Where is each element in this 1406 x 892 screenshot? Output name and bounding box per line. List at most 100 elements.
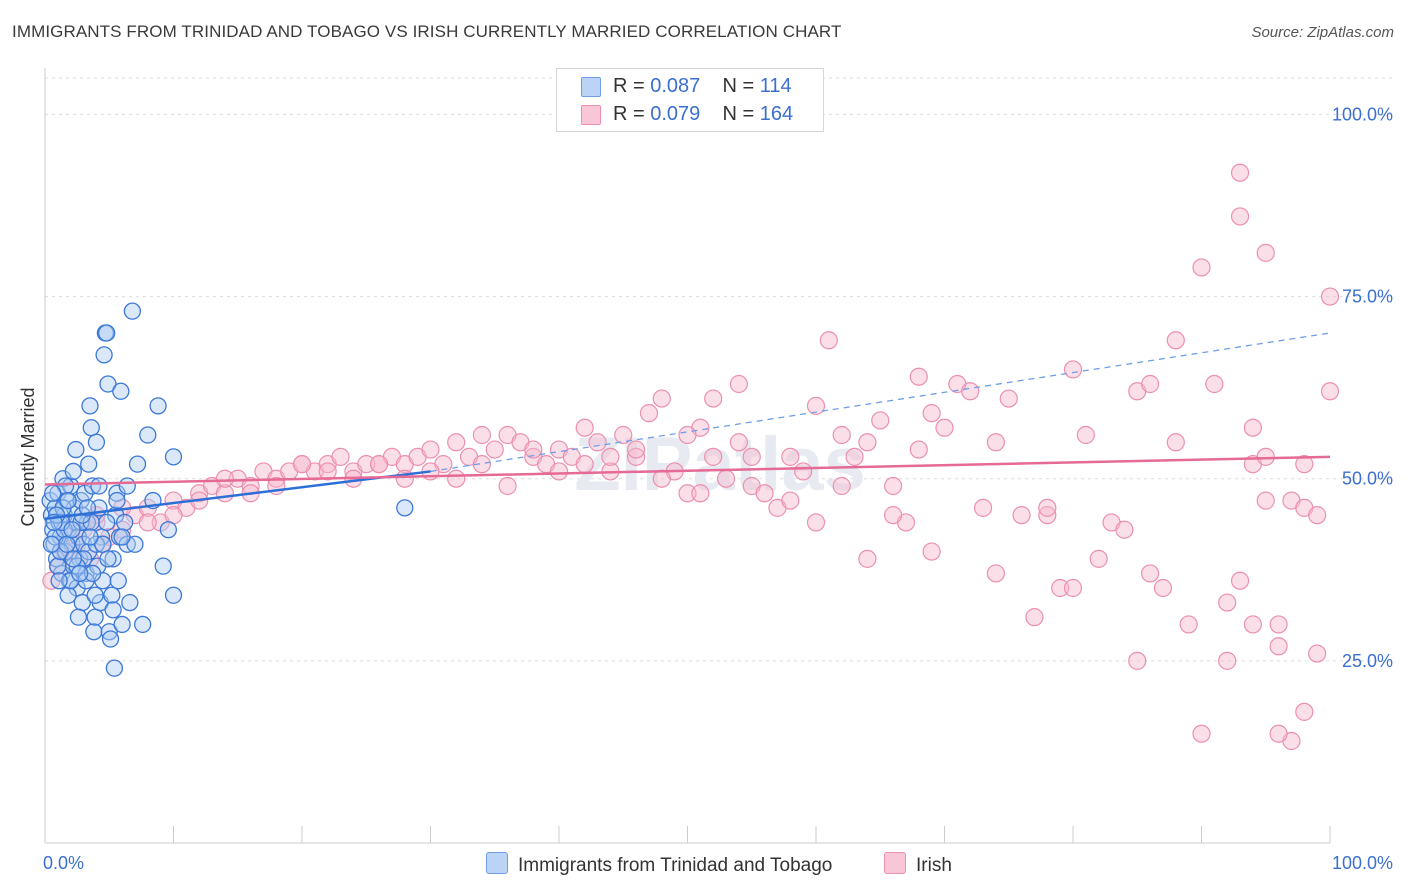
legend-pink-n-value: 164 xyxy=(759,103,794,125)
legend-blue-r-label: R = xyxy=(613,75,651,97)
x-tick-label-min: 0.0% xyxy=(43,853,84,873)
bottom-legend-blue-label: Immigrants from Trinidad and Tobago xyxy=(518,855,833,876)
irish-point xyxy=(729,433,749,452)
irish-point xyxy=(1205,374,1224,394)
irish-point xyxy=(1012,506,1031,525)
irish-point xyxy=(1192,258,1211,277)
trinidad-point xyxy=(99,550,117,568)
irish-point xyxy=(922,404,941,423)
irish-point xyxy=(716,469,736,488)
trinidad-point xyxy=(99,375,117,393)
trinidad-point xyxy=(56,477,75,495)
trinidad-point xyxy=(139,426,157,444)
trinidad-point xyxy=(64,550,82,568)
irish-point xyxy=(1243,418,1263,437)
irish-point xyxy=(999,389,1018,408)
irish-point xyxy=(742,447,761,466)
irish-point xyxy=(1153,578,1173,598)
bottom-legend-blue: Immigrants from Trinidad and Tobago xyxy=(486,852,832,877)
stats-legend: R = 0.087 N = 114 R = 0.079 N = 164 xyxy=(556,68,824,132)
trinidad-point xyxy=(101,630,120,648)
irish-point xyxy=(1051,578,1070,598)
trinidad-point xyxy=(396,499,414,517)
irish-point xyxy=(909,367,928,386)
trinidad-point xyxy=(59,491,77,510)
trinidad-point xyxy=(121,593,139,612)
trinidad-point xyxy=(59,586,77,604)
trinidad-point xyxy=(134,615,152,634)
trinidad-point xyxy=(164,448,183,466)
bottom-legend-swatch-blue xyxy=(486,852,508,874)
irish-point xyxy=(1295,702,1314,721)
irish-point xyxy=(986,564,1006,583)
irish-point xyxy=(318,462,337,481)
trinidad-point xyxy=(98,324,116,342)
trinidad-point xyxy=(81,397,99,415)
irish-point xyxy=(1140,564,1160,583)
bottom-legend-pink-label: Irish xyxy=(916,855,952,876)
irish-point xyxy=(781,447,800,466)
irish-point xyxy=(858,549,877,568)
trinidad-point xyxy=(159,521,178,539)
irish-point xyxy=(1269,615,1288,634)
irish-point xyxy=(794,462,813,481)
irish-point xyxy=(986,433,1006,452)
irish-point xyxy=(1025,608,1044,627)
irish-point xyxy=(691,484,710,503)
irish-point xyxy=(678,484,697,503)
irish-point xyxy=(164,506,183,525)
trinidad-point xyxy=(44,484,62,502)
irish-point xyxy=(370,455,389,474)
trinidad-point xyxy=(104,601,122,619)
trinidad-point xyxy=(58,535,76,553)
legend-pink-r-value: 0.079 xyxy=(650,103,701,125)
trinidad-point xyxy=(154,557,172,575)
irish-point xyxy=(1308,644,1327,663)
irish-point xyxy=(806,396,826,415)
axes xyxy=(44,68,1331,844)
trinidad-point xyxy=(164,586,183,604)
trinidad-point xyxy=(113,615,131,634)
irish-point xyxy=(704,389,723,408)
irish-point xyxy=(1320,287,1340,306)
irish-point xyxy=(961,382,980,401)
trinidad-trend-extension xyxy=(430,332,1331,473)
legend-pink-n-label: N = xyxy=(722,103,760,125)
trinidad-point xyxy=(87,433,106,451)
trinidad-point xyxy=(71,564,89,583)
irish-point xyxy=(1308,506,1327,525)
irish-point xyxy=(331,447,350,466)
irish-point xyxy=(498,476,517,496)
irish-point xyxy=(1230,571,1250,590)
irish-point xyxy=(575,455,594,474)
irish-point xyxy=(1256,447,1275,466)
trinidad-point xyxy=(103,586,121,604)
irish-point xyxy=(1089,549,1108,568)
irish-point xyxy=(1243,615,1263,634)
irish-point xyxy=(819,331,838,350)
irish-point xyxy=(472,455,491,474)
trinidad-point xyxy=(69,608,88,626)
irish-point xyxy=(652,389,671,408)
irish-point xyxy=(806,513,826,532)
axis-labels: 25.0% 50.0% 75.0% 100.0% 0.0% 100.0% xyxy=(43,104,1393,873)
irish-point xyxy=(1269,637,1288,656)
trinidad-point xyxy=(105,659,124,677)
irish-point xyxy=(639,404,659,423)
irish-point xyxy=(858,433,877,452)
irish-point xyxy=(1192,724,1211,743)
irish-point xyxy=(1179,615,1198,634)
irish-point xyxy=(1166,331,1185,350)
gridlines xyxy=(45,77,1394,662)
irish-point xyxy=(549,462,569,481)
irish-point xyxy=(678,425,697,445)
irish-point xyxy=(575,418,594,437)
trinidad-trend-line xyxy=(44,470,431,521)
trinidad-point xyxy=(83,477,102,495)
trinidad-point xyxy=(98,513,116,532)
x-tick-label-max: 100.0% xyxy=(1332,853,1393,873)
trinidad-point xyxy=(50,572,68,590)
irish-point xyxy=(292,455,312,474)
irish-point xyxy=(485,440,504,459)
trinidad-point xyxy=(128,455,147,473)
